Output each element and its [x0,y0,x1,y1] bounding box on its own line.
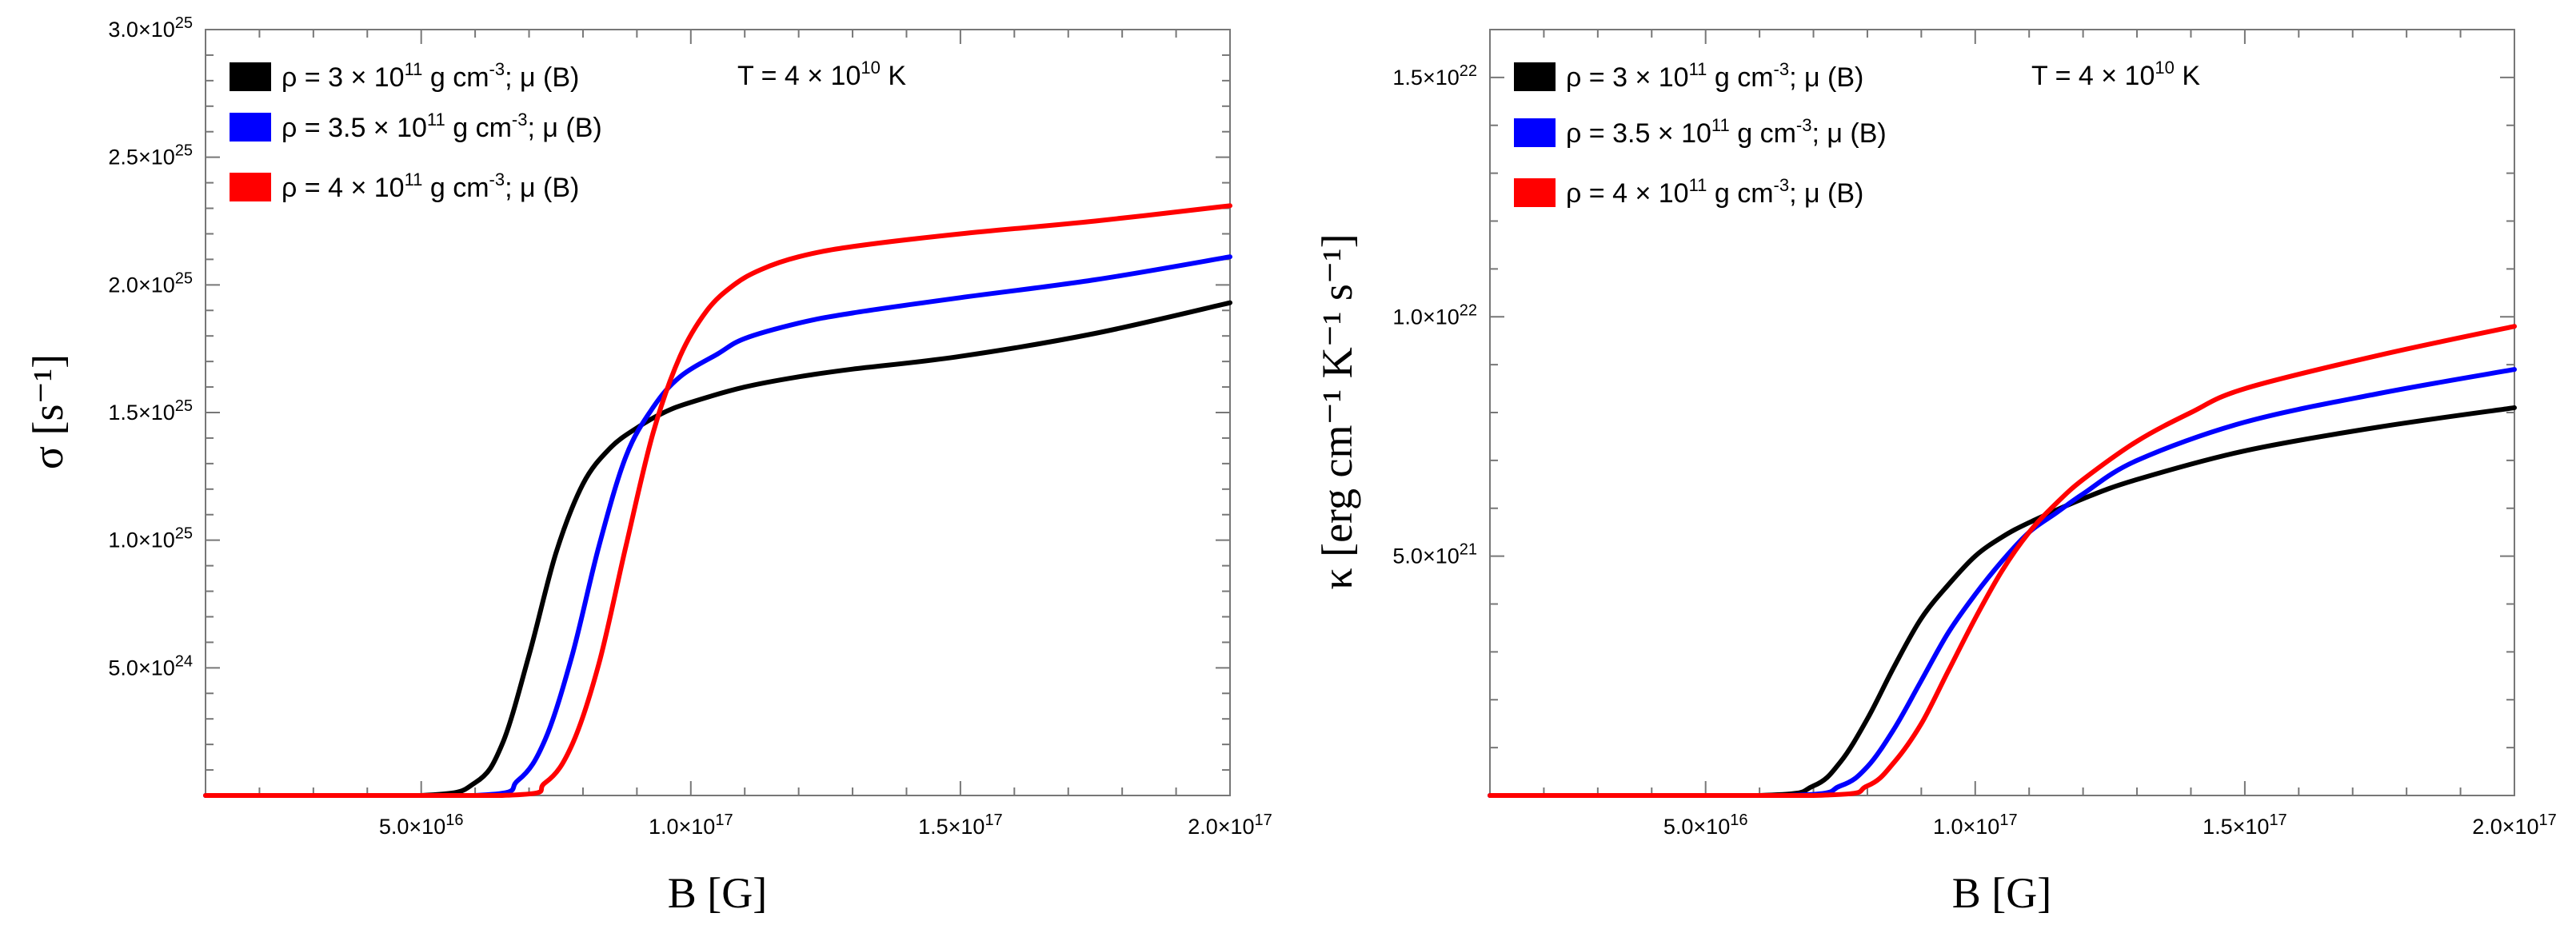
left-chart: 5.0×1016 1.0×1017 1.5×1017 2.0×1017 5.0×102… [24,14,1272,917]
right-ticks [1490,29,2515,795]
left-x-tick-label: 5.0×1016 [379,811,464,839]
left-y-tick-label: 1.0×1025 [108,525,193,552]
left-curves [203,203,1232,799]
left-ticks [206,29,1231,795]
left-legend-swatch-0 [230,62,271,91]
left-series-line-2 [203,203,1232,799]
left-x-axis-title: B [G] [668,869,767,917]
left-legend: ρ = 3 × 1011 g cm-3; μ (B) ρ = 3.5 × 101… [230,58,906,203]
right-x-tick-label: 1.5×1017 [2203,811,2287,839]
left-series-line-0 [203,300,1232,799]
left-y-axis-title: σ [s⁻¹] [24,354,72,469]
right-y-tick-label: 5.0×1021 [1392,541,1477,568]
right-legend-label-0: ρ = 3 × 1011 g cm-3; μ (B) [1566,59,1863,93]
left-temperature-annotation: T = 4 × 1010 K [737,58,906,91]
right-legend-label-2: ρ = 4 × 1011 g cm-3; μ (B) [1566,175,1863,209]
right-legend-swatch-0 [1514,62,1556,91]
left-x-tick-label: 1.0×1017 [649,811,733,839]
right-legend-swatch-1 [1514,118,1556,147]
right-series-line-2 [1488,324,2517,799]
left-y-tick-label: 1.5×1025 [108,397,193,425]
right-x-tick-labels: 5.0×1016 1.0×1017 1.5×1017 2.0×1017 [1663,811,2557,839]
left-legend-label-1: ρ = 3.5 × 1011 g cm-3; μ (B) [282,110,602,143]
left-y-tick-label: 5.0×1024 [108,652,193,680]
left-legend-label-2: ρ = 4 × 1011 g cm-3; μ (B) [282,169,579,203]
right-x-tick-label: 2.0×1017 [2472,811,2557,839]
right-legend-label-1: ρ = 3.5 × 1011 g cm-3; μ (B) [1566,115,1887,149]
right-legend: ρ = 3 × 1011 g cm-3; μ (B) ρ = 3.5 × 101… [1514,58,2200,209]
right-x-tick-label: 1.0×1017 [1933,811,2018,839]
right-y-tick-label: 1.0×1022 [1392,301,1477,329]
right-x-tick-label: 5.0×1016 [1663,811,1748,839]
left-y-tick-label: 2.5×1025 [108,142,193,169]
left-legend-label-0: ρ = 3 × 1011 g cm-3; μ (B) [282,59,579,93]
left-x-tick-label: 2.0×1017 [1188,811,1272,839]
right-y-tick-label: 1.5×1022 [1392,62,1477,90]
left-y-tick-labels: 5.0×1024 1.0×1025 1.5×1025 2.0×1025 2.5×1025… [108,14,193,680]
left-x-tick-labels: 5.0×1016 1.0×1017 1.5×1017 2.0×1017 [379,811,1272,839]
right-series-line-1 [1488,367,2517,799]
right-curves [1488,324,2517,799]
left-y-tick-label: 2.0×1025 [108,269,193,297]
left-legend-swatch-2 [230,173,271,201]
left-legend-swatch-1 [230,113,271,142]
left-series-line-1 [203,254,1232,799]
right-y-axis-title: κ [erg cm⁻¹ K⁻¹ s⁻¹] [1313,233,1361,589]
left-plot-frame [205,29,1231,796]
right-chart: 5.0×1016 1.0×1017 1.5×1017 2.0×1017 5.0×102… [1313,29,2557,917]
right-series-line-0 [1488,405,2517,799]
right-y-tick-labels: 5.0×1021 1.0×1022 1.5×1022 [1392,62,1477,568]
right-temperature-annotation: T = 4 × 1010 K [2031,58,2200,91]
left-x-tick-label: 1.5×1017 [918,811,1003,839]
right-x-axis-title: B [G] [1952,869,2051,917]
left-y-tick-label: 3.0×1025 [108,14,193,42]
right-legend-swatch-2 [1514,178,1556,207]
